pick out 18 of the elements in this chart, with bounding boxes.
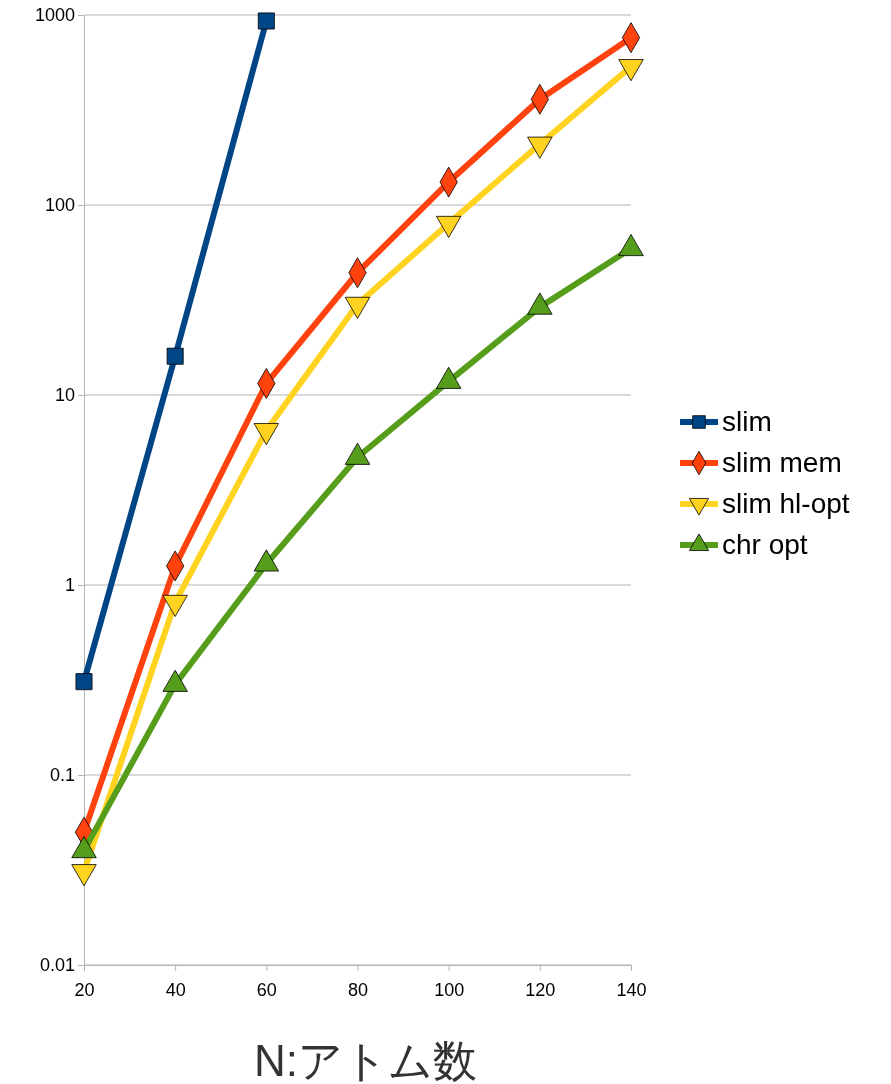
legend-label: slim xyxy=(722,406,772,437)
x-tick-label: 80 xyxy=(347,979,369,1000)
x-tick-label: 20 xyxy=(74,979,95,1000)
x-tick-label: 60 xyxy=(256,979,277,1000)
legend-label: chr opt xyxy=(722,529,808,560)
y-tick-label: 1000 xyxy=(34,5,75,26)
y-tick-label: 0.01 xyxy=(39,955,75,976)
x-tick-label: 140 xyxy=(616,979,647,1000)
y-tick-label: 100 xyxy=(44,195,75,216)
legend-label: slim hl-opt xyxy=(722,488,850,519)
x-axis-title: N:アトム数 xyxy=(254,1036,477,1084)
legend-label: slim mem xyxy=(722,447,842,478)
x-tick-label: 100 xyxy=(434,979,465,1000)
y-tick-label: 10 xyxy=(54,385,75,406)
x-tick-label: 40 xyxy=(165,979,186,1000)
y-tick-label: 1 xyxy=(64,575,75,596)
y-tick-label: 0.1 xyxy=(49,765,75,786)
x-tick-label: 120 xyxy=(525,979,556,1000)
